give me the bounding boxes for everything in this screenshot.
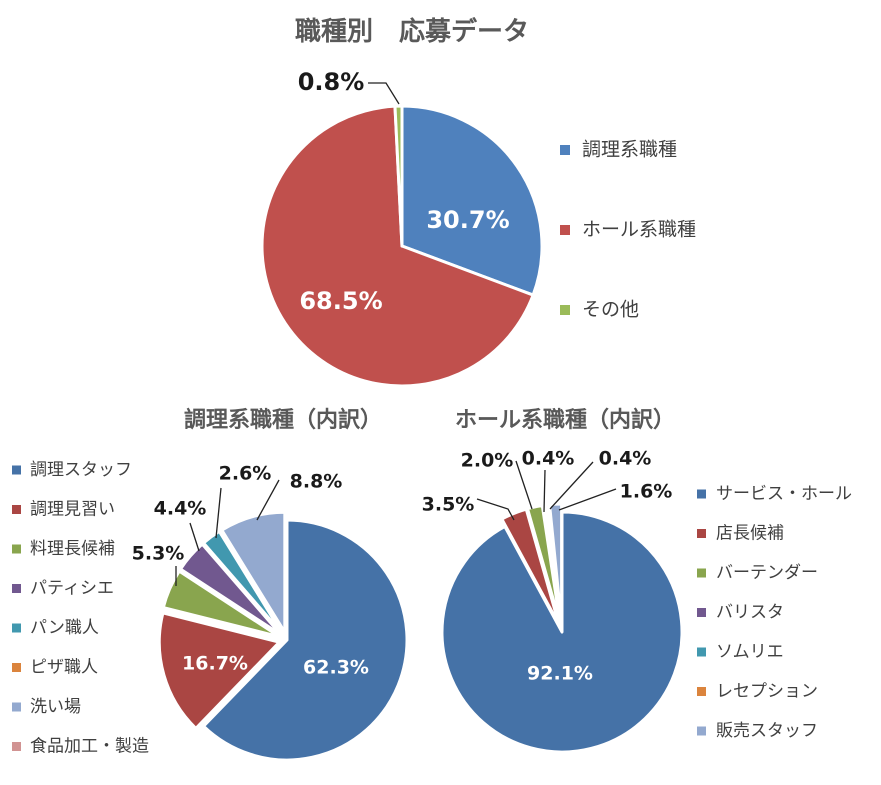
pie2-data-label-6: 1.6% bbox=[620, 481, 673, 503]
pie1-slice-3 bbox=[179, 542, 283, 637]
pie0-slice-2 bbox=[393, 104, 404, 248]
pie0-data-label-0: 30.7% bbox=[426, 206, 509, 234]
legend2-label-6: 販売スタッフ bbox=[716, 721, 818, 741]
chart1-title: 職種別 応募データ bbox=[295, 16, 529, 47]
legend0-swatch-1 bbox=[560, 225, 570, 235]
pie1-data-label-4: 2.6% bbox=[219, 463, 272, 485]
pie1-slice-4 bbox=[202, 529, 284, 636]
legend1-label-4: パン職人 bbox=[30, 618, 99, 638]
legend0-label-1: ホール系職種 bbox=[582, 219, 696, 241]
pie-main: 30.7% 68.5% 0.8% bbox=[260, 68, 544, 388]
pie-cooking-breakdown: 62.3% 16.7% 5.3% 4.4% 2.6% 8.8% bbox=[132, 463, 409, 762]
pie0-leader-2 bbox=[368, 82, 400, 105]
pie2-data-label-3: 0.4% bbox=[522, 448, 575, 470]
pie1-leader-6 bbox=[256, 479, 280, 521]
legend1-swatch-0 bbox=[12, 465, 21, 475]
legend2-swatch-4 bbox=[697, 647, 706, 657]
legend1-swatch-3 bbox=[12, 584, 21, 593]
pie0-slice-1 bbox=[260, 104, 535, 388]
legend2-swatch-3 bbox=[697, 608, 706, 617]
pie1-slice-1 bbox=[157, 611, 281, 730]
pie2-leader-3 bbox=[543, 469, 546, 513]
pie0-data-label-2: 0.8% bbox=[298, 68, 365, 96]
pie2-data-label-4: 0.4% bbox=[599, 448, 652, 470]
pie-hall-breakdown: 92.1% 3.5% 2.0% 0.4% 0.4% 1.6% bbox=[422, 448, 684, 754]
legend2-swatch-2 bbox=[697, 568, 706, 578]
legend0-label-2: その他 bbox=[582, 299, 639, 321]
legend2-label-2: バーテンダー bbox=[716, 563, 818, 583]
legend1-label-5: ピザ職人 bbox=[30, 658, 98, 678]
pie2-data-label-2: 2.0% bbox=[461, 450, 514, 472]
legend1-swatch-1 bbox=[12, 505, 21, 514]
pie1-leader-4 bbox=[215, 487, 222, 539]
legend1-label-7: 食品加工・製造 bbox=[30, 737, 149, 757]
legend2-swatch-6 bbox=[697, 726, 706, 736]
pie2-leader-6 bbox=[558, 488, 617, 511]
pie2-leader-1 bbox=[476, 498, 515, 521]
legend1-label-1: 調理見習い bbox=[30, 500, 115, 520]
pie2-slice-0 bbox=[440, 510, 684, 754]
pie2-data-label-0: 92.1% bbox=[527, 663, 593, 685]
chart2-title: 調理系職種（内訳） bbox=[184, 407, 382, 433]
legend1-label-6: 洗い場 bbox=[30, 697, 81, 717]
pie1-leader-3 bbox=[189, 522, 200, 552]
legend1-swatch-7 bbox=[12, 742, 21, 751]
pie1-slice-6 bbox=[220, 510, 287, 634]
legend1-swatch-5 bbox=[12, 663, 21, 672]
legend1-swatch-6 bbox=[12, 702, 21, 712]
legend0-label-0: 調理系職種 bbox=[582, 139, 677, 161]
pie0-slice-0 bbox=[400, 104, 544, 297]
pie2-slice-6 bbox=[548, 502, 564, 626]
pie1-slice-2 bbox=[161, 569, 282, 639]
legend0-swatch-2 bbox=[560, 305, 570, 315]
legend2-label-5: レセプション bbox=[716, 682, 818, 702]
legend1-label-3: パティシエ bbox=[30, 579, 114, 599]
pie1-data-label-1: 16.7% bbox=[182, 653, 248, 675]
legend1-swatch-4 bbox=[12, 623, 21, 633]
legend1-swatch-2 bbox=[12, 544, 21, 554]
chart3-title: ホール系職種（内訳） bbox=[455, 407, 675, 433]
pie2-data-label-1: 3.5% bbox=[422, 494, 475, 516]
legend1-label-0: 調理スタッフ bbox=[30, 460, 132, 480]
pie1-data-label-0: 62.3% bbox=[303, 657, 369, 679]
pie1-data-label-2: 5.3% bbox=[132, 543, 185, 565]
pie1-data-label-6: 8.8% bbox=[290, 471, 343, 493]
legend2-label-1: 店長候補 bbox=[716, 524, 784, 544]
pie1-data-label-3: 4.4% bbox=[154, 498, 207, 520]
legend1-label-2: 料理長候補 bbox=[30, 539, 115, 559]
pie1-slice-0 bbox=[202, 518, 409, 762]
legend2-label-4: ソムリエ bbox=[716, 642, 784, 662]
legend0-swatch-0 bbox=[560, 145, 570, 155]
pie2-leader-2 bbox=[515, 460, 533, 510]
legend2-swatch-1 bbox=[697, 529, 706, 538]
legend2-label-3: バリスタ bbox=[716, 603, 784, 623]
legend2-swatch-5 bbox=[697, 687, 706, 696]
pie0-data-label-1: 68.5% bbox=[299, 287, 382, 315]
legend2-label-0: サービス・ホール bbox=[716, 484, 852, 504]
legend2-swatch-0 bbox=[697, 489, 706, 499]
pie2-leader-4 bbox=[549, 461, 594, 510]
